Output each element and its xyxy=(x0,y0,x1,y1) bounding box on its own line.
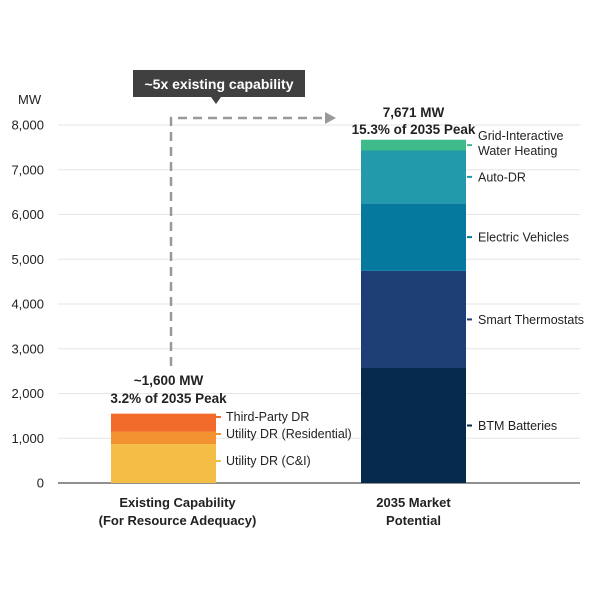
category-label: (For Resource Adequacy) xyxy=(99,513,257,528)
bar-segment-0-1 xyxy=(111,431,216,445)
segment-label: Auto-DR xyxy=(478,170,526,184)
segment-label: BTM Batteries xyxy=(478,419,557,433)
total-label: 15.3% of 2035 Peak xyxy=(352,122,476,137)
category-label: 2035 Market xyxy=(376,495,451,510)
y-tick-label: 2,000 xyxy=(11,386,44,401)
bar-segment-0-0 xyxy=(111,444,216,483)
callout-pointer xyxy=(211,97,221,104)
y-tick-label: 0 xyxy=(37,476,44,491)
segment-label: Utility DR (C&I) xyxy=(226,454,311,468)
y-tick-label: 5,000 xyxy=(11,252,44,267)
callout-text: ~5x existing capability xyxy=(144,76,293,92)
category-label: Existing Capability xyxy=(119,495,236,510)
growth-arrow-line xyxy=(169,116,323,366)
callout-box xyxy=(133,70,305,97)
bar-segment-1-4 xyxy=(361,139,466,151)
bar-segment-1-1 xyxy=(361,270,466,368)
total-label: 3.2% of 2035 Peak xyxy=(110,391,227,406)
segment-label: Grid-Interactive Water Heating xyxy=(478,129,563,158)
segment-label: Smart Thermostats xyxy=(478,313,584,327)
bar-segment-1-3 xyxy=(361,150,466,204)
y-axis-unit: MW xyxy=(18,92,42,107)
segment-label: Electric Vehicles xyxy=(478,231,569,245)
bar-segment-0-2 xyxy=(111,413,216,432)
bar-segment-1-0 xyxy=(361,367,466,483)
segment-label: Third-Party DR xyxy=(226,410,309,424)
total-label: ~1,600 MW xyxy=(134,373,204,388)
y-tick-label: 1,000 xyxy=(11,431,44,446)
y-tick-label: 8,000 xyxy=(11,118,44,133)
growth-arrow-head xyxy=(325,112,336,124)
category-label: Potential xyxy=(386,513,441,528)
y-tick-label: 7,000 xyxy=(11,162,44,177)
y-tick-label: 4,000 xyxy=(11,297,44,312)
total-label: 7,671 MW xyxy=(383,105,445,120)
y-tick-label: 3,000 xyxy=(11,341,44,356)
y-tick-label: 6,000 xyxy=(11,207,44,222)
bar-segment-1-2 xyxy=(361,203,466,271)
segment-label: Utility DR (Residential) xyxy=(226,427,352,441)
